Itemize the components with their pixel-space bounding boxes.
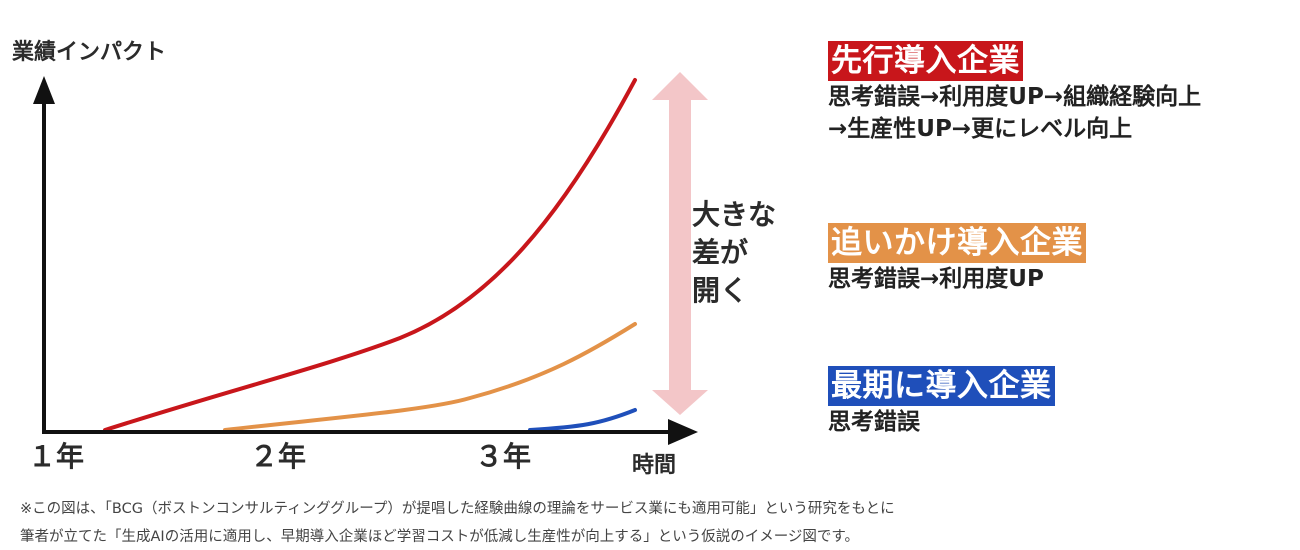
x-axis-label: 時間 <box>632 453 676 478</box>
footnote-line-2: 筆者が立てた「生成AIの活用に適用し、早期導入企業ほど学習コストが低減し生産性が… <box>20 529 859 545</box>
gap-label-line-3: 開く <box>692 274 748 307</box>
follower-legend: 追いかけ導入企業 思考錯誤→利用度UP <box>828 223 1298 295</box>
follower-curve <box>223 322 637 432</box>
laggard-title: 最期に導入企業 <box>828 366 1055 406</box>
gap-label-line-1: 大きな <box>692 198 776 231</box>
follower-desc-line-1: 思考錯誤→利用度UP <box>828 266 1044 292</box>
x-axis-arrowhead <box>668 419 698 445</box>
x-tick-2: ２年 <box>250 440 306 473</box>
y-axis-label: 業績インパクト <box>12 39 166 65</box>
follower-title: 追いかけ導入企業 <box>828 223 1086 263</box>
laggard-curve <box>528 408 637 432</box>
laggard-desc-line-1: 思考錯誤 <box>828 409 920 435</box>
leader-desc-line-1: 思考錯誤→利用度UP→組織経験向上 <box>828 84 1202 110</box>
leader-desc-line-2: →生産性UP→更にレベル向上 <box>828 116 1133 142</box>
y-axis-arrowhead <box>33 76 55 104</box>
x-tick-3: ３年 <box>475 440 531 473</box>
laggard-legend: 最期に導入企業 思考錯誤 <box>828 366 1298 438</box>
gap-label-line-2: 差が <box>692 236 748 269</box>
leader-title: 先行導入企業 <box>828 41 1023 81</box>
gap-double-arrow <box>652 72 708 415</box>
impact-diagram: 業績インパクト 時間 １年 ２年 ３年 大きな 差が 開く <box>12 39 776 478</box>
footnote-line-1: ※この図は、「BCG（ボストンコンサルティンググループ）が提唱した経験曲線の理論… <box>20 501 895 517</box>
x-tick-1: １年 <box>28 440 84 473</box>
leader-curve <box>103 78 637 432</box>
leader-legend: 先行導入企業 思考錯誤→利用度UP→組織経験向上 →生産性UP→更にレベル向上 <box>828 41 1298 145</box>
